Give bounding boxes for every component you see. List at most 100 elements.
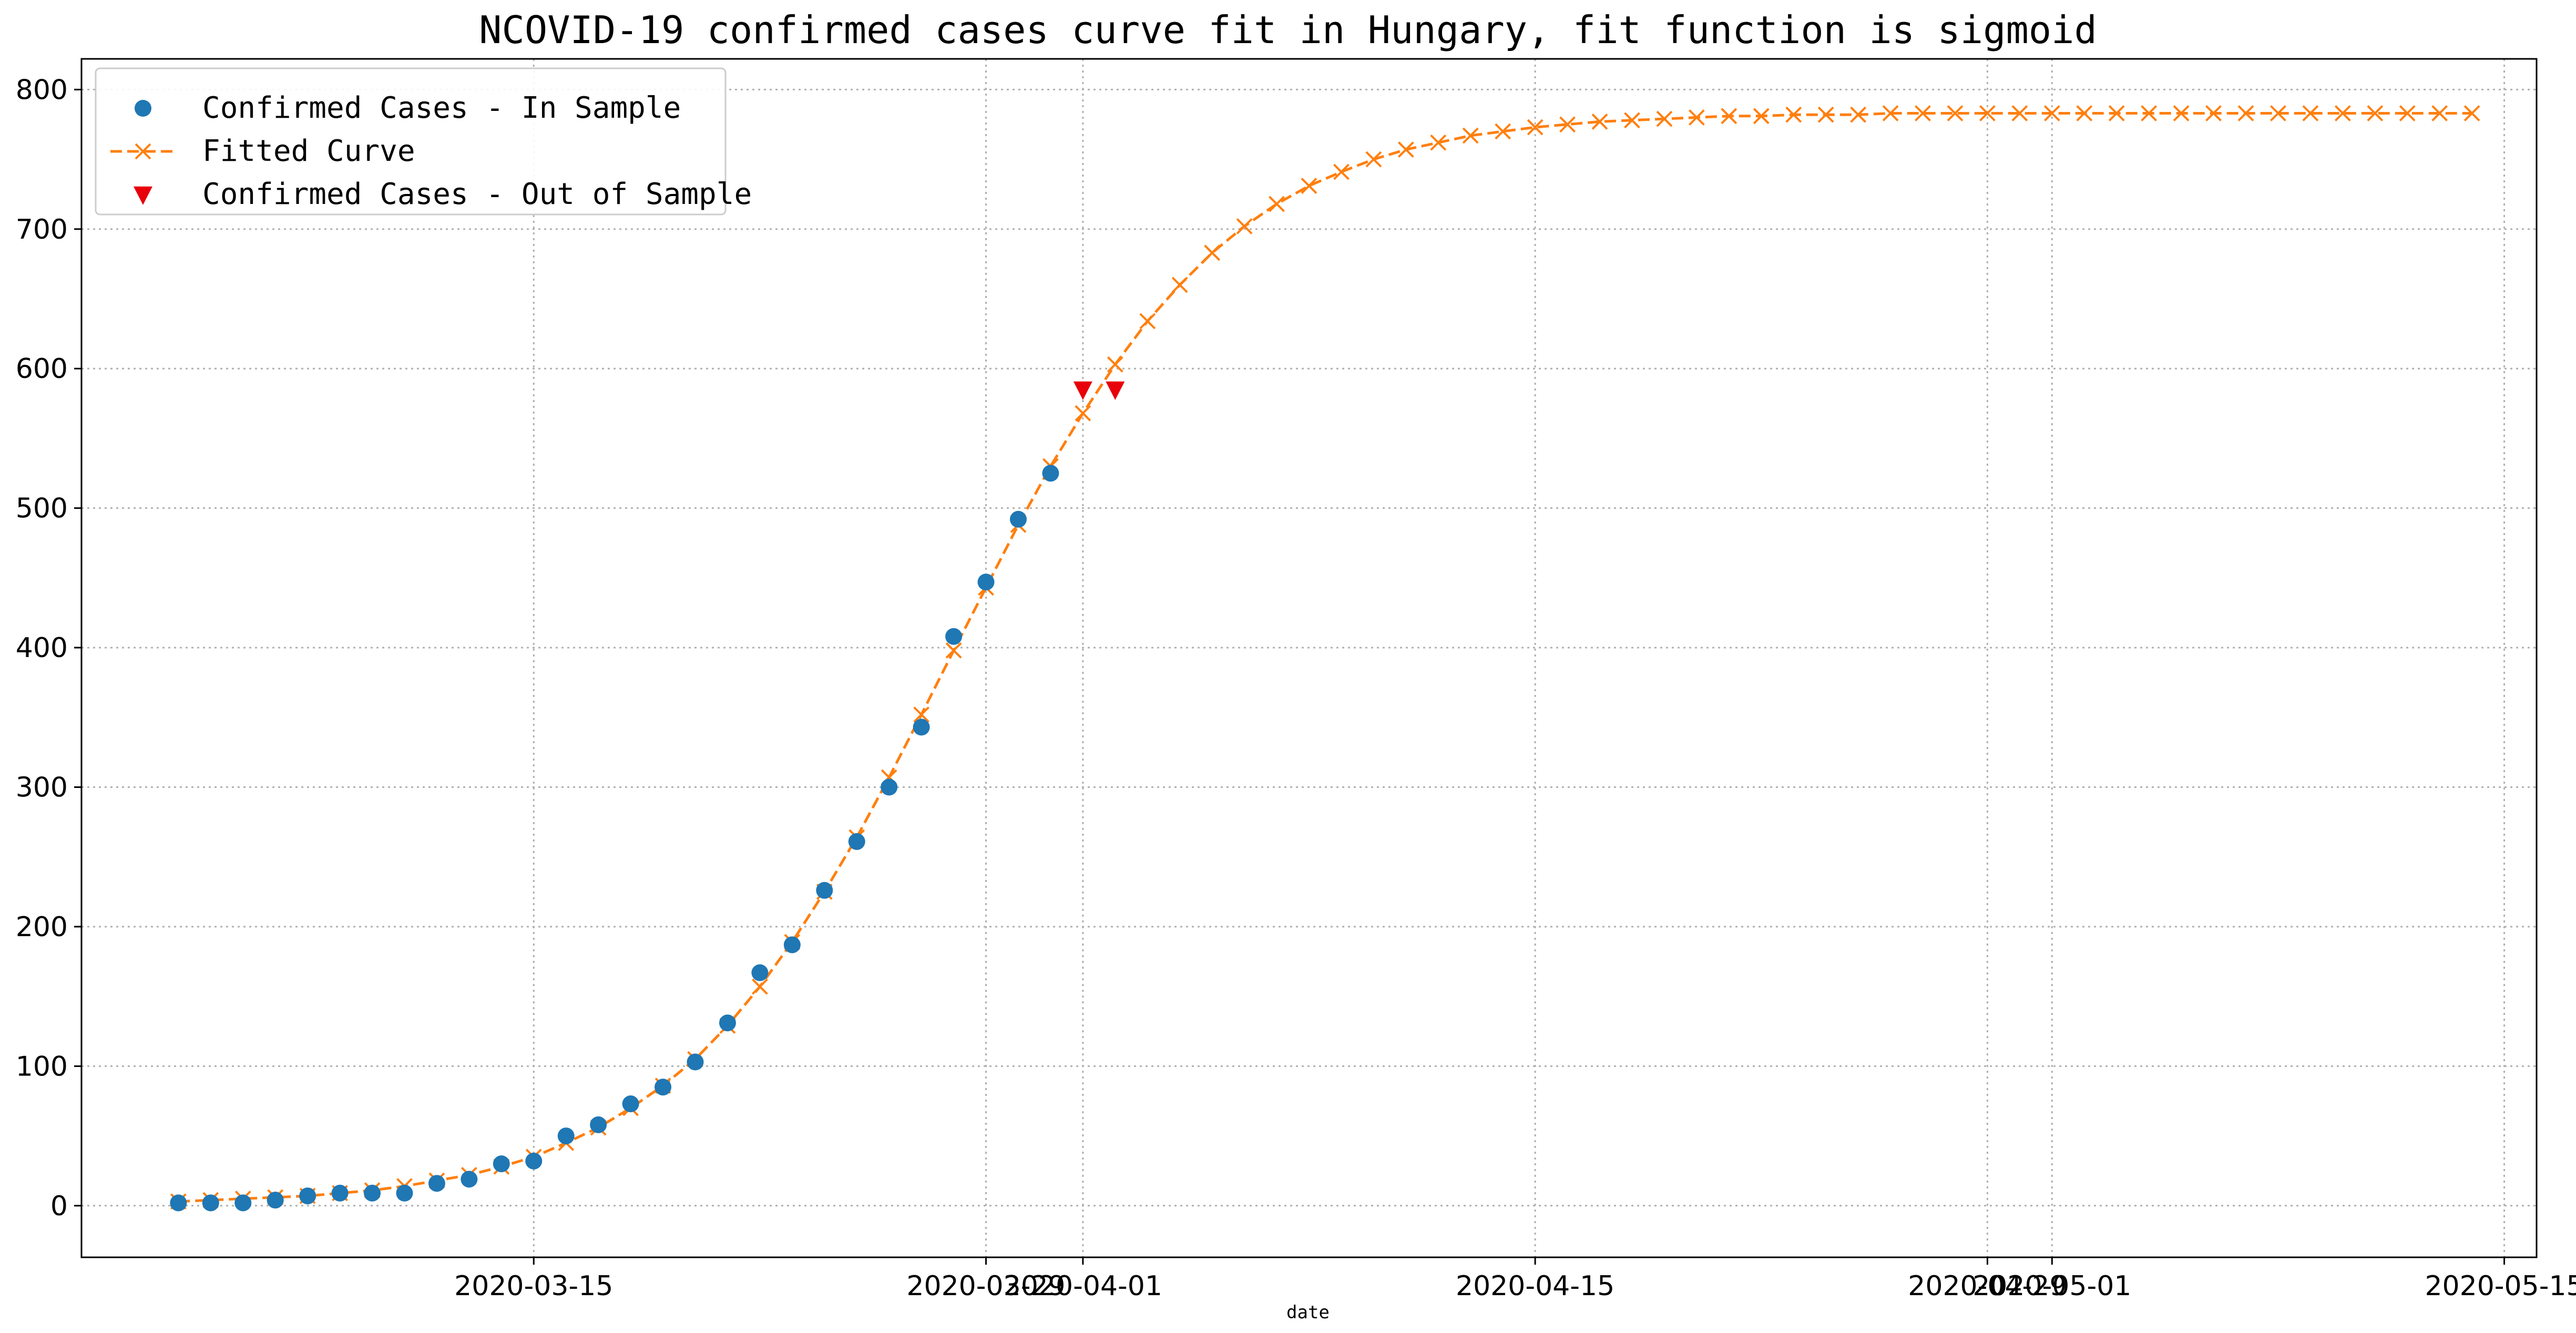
- fitted-curve-point: [1397, 141, 1414, 158]
- legend-label: Confirmed Cases - Out of Sample: [202, 177, 752, 211]
- fitted-curve-point: [2367, 105, 2384, 121]
- legend-label: Fitted Curve: [202, 134, 415, 168]
- fitted-curve-point: [2463, 105, 2480, 121]
- fitted-curve-point: [1753, 108, 1770, 125]
- fitted-curve-point: [1947, 105, 1964, 121]
- legend-entry: Fitted Curve: [110, 134, 415, 168]
- fitted-curve-point: [2302, 105, 2319, 121]
- fitted-curve-point: [2011, 105, 2028, 121]
- fitted-curve-point: [2043, 105, 2060, 121]
- fitted-curve-point: [2205, 105, 2222, 121]
- grid-lines: [81, 59, 2537, 1257]
- in-sample-point: [848, 833, 865, 850]
- plot-frame: [80, 58, 2538, 1258]
- fitted-curve-point: [1365, 151, 1382, 168]
- legend-swatch-x: [135, 143, 151, 160]
- y-tick-label: 500: [16, 493, 68, 525]
- in-sample-point: [364, 1184, 381, 1202]
- x-axis-label: date: [1286, 1302, 1330, 1323]
- fitted-curve-point: [1107, 356, 1123, 373]
- fitted-curve-point: [1171, 276, 1188, 293]
- legend-items: Confirmed Cases - In Sample Fitted Curve C…: [110, 91, 752, 211]
- fitted-curve-point: [1333, 163, 1350, 180]
- fitted-curve-line: [178, 112, 2472, 1203]
- fitted-curve-point: [2237, 105, 2254, 121]
- fitted-curve-point: [2399, 105, 2416, 121]
- fitted-curve-point: [2334, 105, 2351, 121]
- in-sample-point: [913, 719, 930, 736]
- fitted-curve-point: [1785, 106, 1802, 123]
- y-tick-label: 300: [16, 772, 68, 804]
- fitted-curve-point: [1204, 244, 1221, 261]
- fitted-curve-point: [1850, 106, 1867, 123]
- legend-entry: Confirmed Cases - Out of Sample: [134, 177, 752, 211]
- legend-entry: Confirmed Cases - In Sample: [135, 91, 681, 125]
- in-sample-point: [816, 881, 833, 899]
- in-sample-point: [461, 1171, 478, 1188]
- data-layer: [170, 105, 2480, 1212]
- chart-title: NCOVID-19 confirmed cases curve fit in H…: [479, 8, 2097, 52]
- legend-swatch-triangle: [134, 186, 152, 205]
- y-tick-label: 600: [16, 353, 68, 385]
- y-tick-label: 700: [16, 214, 68, 245]
- fitted-curve-point: [1269, 196, 1285, 212]
- fitted-curve-point: [1236, 218, 1253, 234]
- plot-area: [81, 59, 2537, 1257]
- fitted-curve-point: [1688, 109, 1705, 126]
- in-sample-point: [1042, 465, 1059, 482]
- fitted-curve-point: [1979, 105, 1996, 121]
- in-sample-point: [687, 1053, 704, 1071]
- fitted-curve-point: [1559, 116, 1576, 133]
- fitted-curve-point: [1882, 105, 1899, 121]
- in-sample-point: [719, 1014, 736, 1032]
- series-out-of-sample: [1073, 381, 1125, 400]
- in-sample-point: [234, 1194, 252, 1212]
- fitted-curve-point: [1817, 106, 1834, 123]
- fitted-curve-point: [1591, 114, 1608, 130]
- fitted-curve-point: [1139, 313, 1156, 330]
- legend-label: Confirmed Cases - In Sample: [202, 91, 681, 125]
- x-tick-label: 2020-05-15: [2425, 1270, 2576, 1302]
- in-sample-point: [590, 1116, 607, 1133]
- y-tick-label: 100: [16, 1051, 68, 1082]
- in-sample-point: [267, 1192, 284, 1209]
- fitted-curve-point: [1624, 112, 1640, 129]
- legend-box: [95, 67, 727, 216]
- in-sample-point: [945, 628, 963, 645]
- x-tick-label: 2020-05-01: [1972, 1270, 2131, 1302]
- x-tick-label: 2020-04-29: [1908, 1270, 2067, 1302]
- in-sample-point: [493, 1155, 510, 1173]
- in-sample-point: [299, 1187, 316, 1205]
- fitted-curve-point: [1721, 108, 1737, 125]
- fitted-curve-point: [1915, 105, 1931, 121]
- series-in-sample: [170, 465, 1059, 1212]
- legend-swatch-circle: [135, 100, 151, 117]
- in-sample-point: [655, 1079, 672, 1096]
- in-sample-point: [783, 936, 801, 953]
- x-tick-label: 2020-04-15: [1456, 1270, 1614, 1302]
- in-sample-point: [1009, 510, 1027, 528]
- in-sample-point: [977, 573, 995, 591]
- in-sample-point: [557, 1127, 575, 1145]
- in-sample-point: [396, 1184, 413, 1202]
- fitted-curve-point: [913, 706, 930, 723]
- fitted-curve-point: [1527, 119, 1543, 136]
- in-sample-point: [751, 964, 769, 981]
- fitted-curve-point: [1462, 127, 1479, 144]
- in-sample-point: [202, 1194, 219, 1212]
- in-sample-point: [525, 1152, 543, 1170]
- y-tick-label: 800: [16, 74, 68, 106]
- fitted-curve-point: [1430, 134, 1447, 151]
- fitted-curve-point: [1495, 123, 1511, 140]
- fitted-curve-point: [1656, 110, 1673, 127]
- axis-ticks: 0 100 200 300 400 500 600 700 800 2020-03-15 2020-…: [16, 74, 2576, 1302]
- y-tick-label: 400: [16, 632, 68, 664]
- out-of-sample-point: [1106, 381, 1125, 400]
- in-sample-point: [622, 1095, 639, 1113]
- in-sample-point: [170, 1194, 187, 1212]
- in-sample-point: [428, 1175, 445, 1192]
- fitted-curve-point: [2431, 105, 2448, 121]
- fitted-curve-point: [2141, 105, 2158, 121]
- fitted-curve-point: [1301, 178, 1317, 194]
